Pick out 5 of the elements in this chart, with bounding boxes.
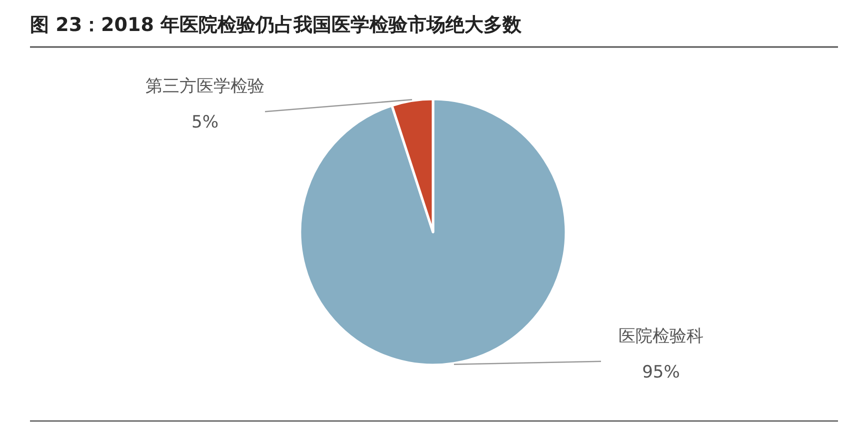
slice-label: 第三方医学检验	[146, 76, 264, 97]
chart-title: 图 23：2018 年医院检验仍占我国医学检验市场绝大多数	[30, 14, 523, 36]
data-label: 95%	[642, 362, 680, 382]
slice-label: 医院检验科	[618, 326, 704, 346]
data-label: 5%	[192, 112, 218, 133]
